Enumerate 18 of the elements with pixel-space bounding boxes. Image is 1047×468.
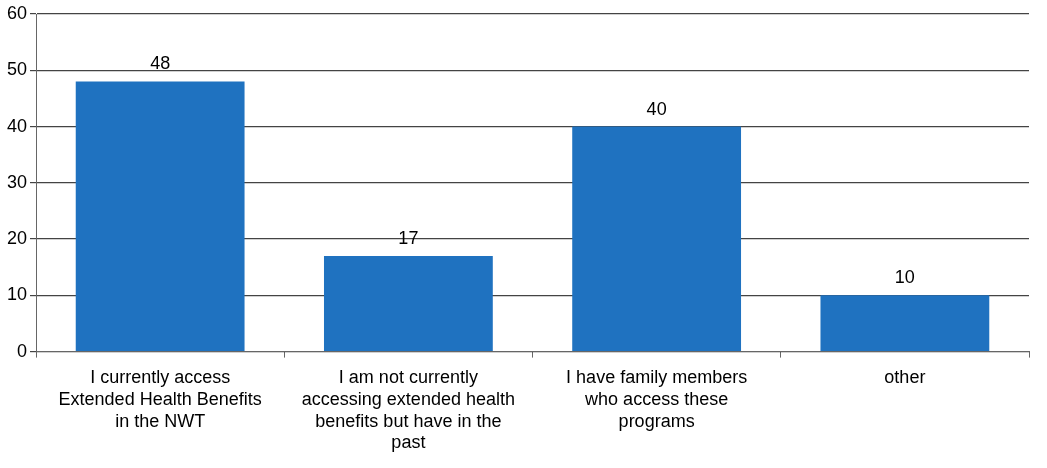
y-tick-label: 30 (6, 171, 28, 192)
data-label: 10 (894, 267, 915, 288)
y-tick-label: 20 (6, 228, 28, 249)
y-tick-label: 60 (6, 2, 28, 23)
data-label: 48 (150, 53, 171, 74)
x-tick-label: other (884, 367, 926, 388)
bar (820, 295, 990, 351)
y-tick-label: 0 (17, 340, 28, 361)
bar (572, 126, 742, 351)
x-tick-label: I have family members who access these programs (566, 367, 748, 431)
x-tick-label: I currently access Extended Health Benefits in the NWT (58, 367, 262, 431)
y-tick-label: 40 (6, 115, 28, 136)
x-tick-label: I am not currently accessing extended health benefits but have in the past (301, 367, 515, 453)
y-tick-label: 50 (6, 59, 28, 80)
bar (75, 81, 245, 351)
bar (323, 255, 493, 351)
data-label: 40 (646, 98, 667, 119)
y-tick-label: 10 (6, 284, 28, 305)
